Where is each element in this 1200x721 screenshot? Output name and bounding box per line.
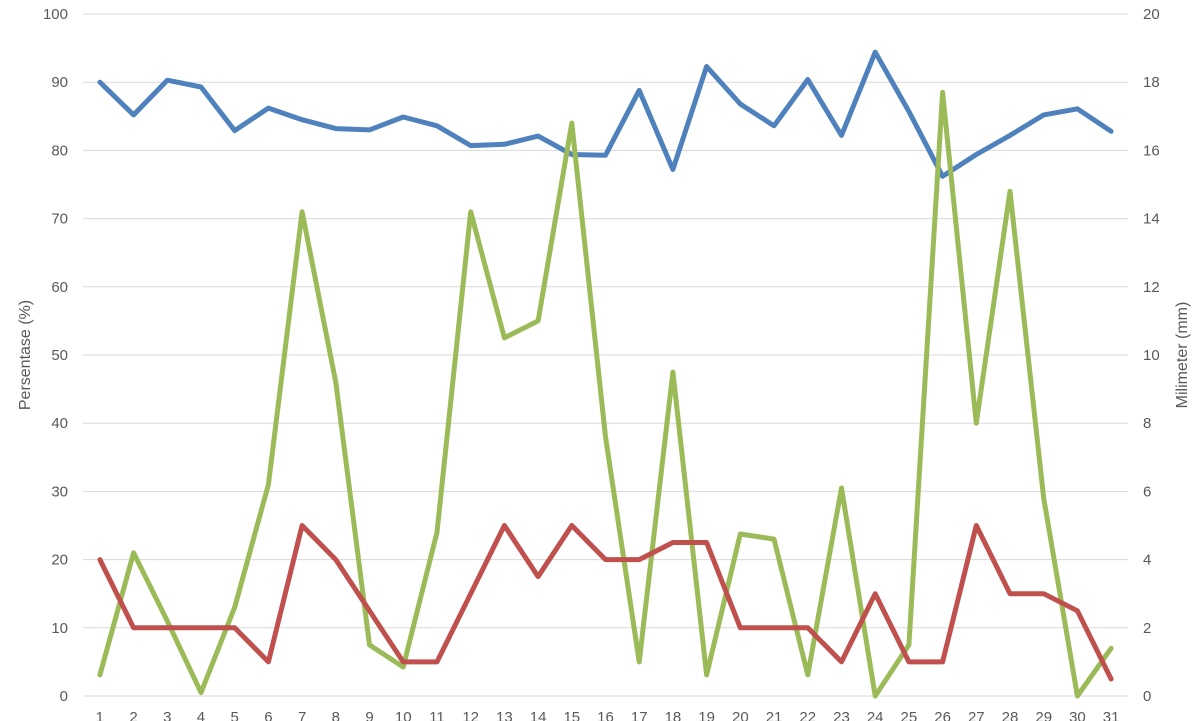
left-tick-label: 100 — [43, 6, 68, 23]
x-tick-label: 25 — [901, 709, 918, 721]
x-tick-label: 8 — [332, 709, 340, 721]
left-tick-label: 70 — [51, 211, 68, 228]
series-lines — [97, 49, 1114, 699]
right-axis-title: Milimeter (mm) — [1174, 302, 1191, 409]
right-y-axis-ticks: 0 2 4 6 8 10 12 14 16 18 20 — [1143, 6, 1160, 705]
series-line-2 — [97, 89, 1114, 699]
left-axis-title: Persentase (%) — [17, 300, 34, 410]
right-tick-label: 8 — [1143, 415, 1151, 432]
left-tick-label: 30 — [51, 483, 68, 500]
x-tick-label: 24 — [867, 709, 884, 721]
left-y-axis-ticks: 0 10 20 30 40 50 60 70 80 90 100 — [43, 6, 68, 705]
left-tick-label: 10 — [51, 620, 68, 637]
x-tick-label: 5 — [231, 709, 239, 721]
right-tick-label: 10 — [1143, 347, 1160, 364]
x-tick-label: 22 — [799, 709, 816, 721]
x-tick-label: 27 — [968, 709, 985, 721]
x-tick-label: 19 — [698, 709, 715, 721]
right-tick-label: 12 — [1143, 279, 1160, 296]
x-tick-label: 30 — [1069, 709, 1086, 721]
x-tick-label: 14 — [530, 709, 547, 721]
x-tick-label: 26 — [934, 709, 951, 721]
x-tick-label: 29 — [1035, 709, 1052, 721]
series-line-3 — [97, 523, 1114, 682]
x-tick-label: 21 — [766, 709, 783, 721]
x-tick-label: 9 — [365, 709, 373, 721]
x-tick-label: 17 — [631, 709, 648, 721]
right-tick-label: 6 — [1143, 483, 1151, 500]
x-tick-label: 16 — [597, 709, 614, 721]
x-tick-label: 28 — [1002, 709, 1019, 721]
left-tick-label: 60 — [51, 279, 68, 296]
x-tick-label: 31 — [1103, 709, 1120, 721]
x-tick-label: 4 — [197, 709, 205, 721]
right-tick-label: 16 — [1143, 142, 1160, 159]
right-tick-label: 18 — [1143, 74, 1160, 91]
x-tick-label: 11 — [429, 709, 445, 721]
left-tick-label: 20 — [51, 552, 68, 569]
x-tick-label: 2 — [129, 709, 137, 721]
x-tick-label: 15 — [563, 709, 580, 721]
left-tick-label: 0 — [60, 688, 68, 705]
x-tick-label: 23 — [833, 709, 850, 721]
x-tick-label: 1 — [96, 709, 104, 721]
right-tick-label: 0 — [1143, 688, 1151, 705]
left-tick-label: 90 — [51, 74, 68, 91]
right-tick-label: 2 — [1143, 620, 1151, 637]
x-tick-label: 10 — [395, 709, 412, 721]
right-tick-label: 14 — [1143, 211, 1160, 228]
x-tick-label: 6 — [264, 709, 272, 721]
right-tick-label: 4 — [1143, 552, 1151, 569]
left-tick-label: 40 — [51, 415, 68, 432]
left-tick-label: 80 — [51, 142, 68, 159]
series-line-1 — [97, 49, 1114, 179]
x-tick-label: 18 — [665, 709, 682, 721]
x-axis-ticks: 1 2 3 4 5 6 7 8 9 10 11 12 13 14 15 16 17 18 19 20 21 22 23 24 2… — [96, 709, 1120, 721]
x-tick-label: 3 — [163, 709, 171, 721]
x-tick-label: 13 — [496, 709, 513, 721]
left-tick-label: 50 — [51, 347, 68, 364]
x-tick-label: 12 — [462, 709, 479, 721]
x-tick-label: 20 — [732, 709, 749, 721]
right-tick-label: 20 — [1143, 6, 1160, 23]
x-tick-label: 7 — [298, 709, 306, 721]
